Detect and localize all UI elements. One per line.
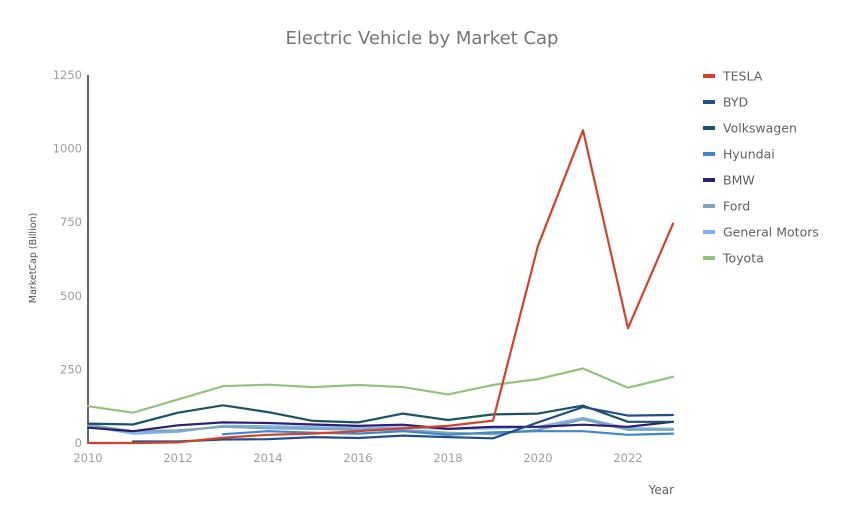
legend-swatch [703,74,715,78]
chart-title: Electric Vehicle by Market Cap [286,28,559,49]
legend-swatch [703,126,715,130]
legend-swatch [703,178,715,182]
legend-swatch [703,230,715,234]
y-axis-label: MarketCap (Billion) [28,213,39,303]
legend: TESLA BYD Volkswagen Hyundai BMW Ford General… [703,69,819,266]
x-axis-ticks: 2010 2012 2014 2016 2018 2020 2022 [73,451,642,465]
series-line-toyota [86,367,675,414]
series-line-tesla [86,129,675,445]
legend-label[interactable]: Hyundai [723,147,775,162]
series-line-bmw [86,420,675,433]
y-tick-label: 500 [60,289,82,303]
legend-label[interactable]: Ford [723,199,750,214]
legend-label[interactable]: TESLA [722,69,763,84]
y-tick-label: 1000 [53,142,82,156]
x-tick-label: 2014 [253,451,282,465]
y-tick-label: 250 [60,362,82,376]
y-tick-label: 750 [60,215,82,229]
legend-label[interactable]: Toyota [722,251,764,266]
x-tick-label: 2022 [613,451,642,465]
legend-label[interactable]: General Motors [723,225,819,240]
x-tick-label: 2016 [343,451,372,465]
legend-label[interactable]: Volkswagen [723,121,797,136]
x-tick-label: 2020 [523,451,552,465]
y-tick-label: 1250 [53,68,82,82]
legend-label[interactable]: BMW [723,173,755,188]
legend-swatch [703,100,715,104]
x-tick-label: 2010 [73,451,102,465]
series-line-byd [131,406,675,443]
series-line-hyundai [221,430,675,436]
legend-swatch [703,256,715,260]
legend-swatch [703,204,715,208]
y-axis-ticks: 0 250 500 750 1000 1250 [53,68,82,450]
series-group [86,129,675,445]
x-tick-label: 2012 [163,451,192,465]
legend-swatch [703,152,715,156]
y-tick-label: 0 [75,436,82,450]
series-line-volkswagen [86,404,675,426]
legend-label[interactable]: BYD [723,95,748,110]
x-tick-label: 2018 [433,451,462,465]
x-axis-label: Year [648,483,674,497]
